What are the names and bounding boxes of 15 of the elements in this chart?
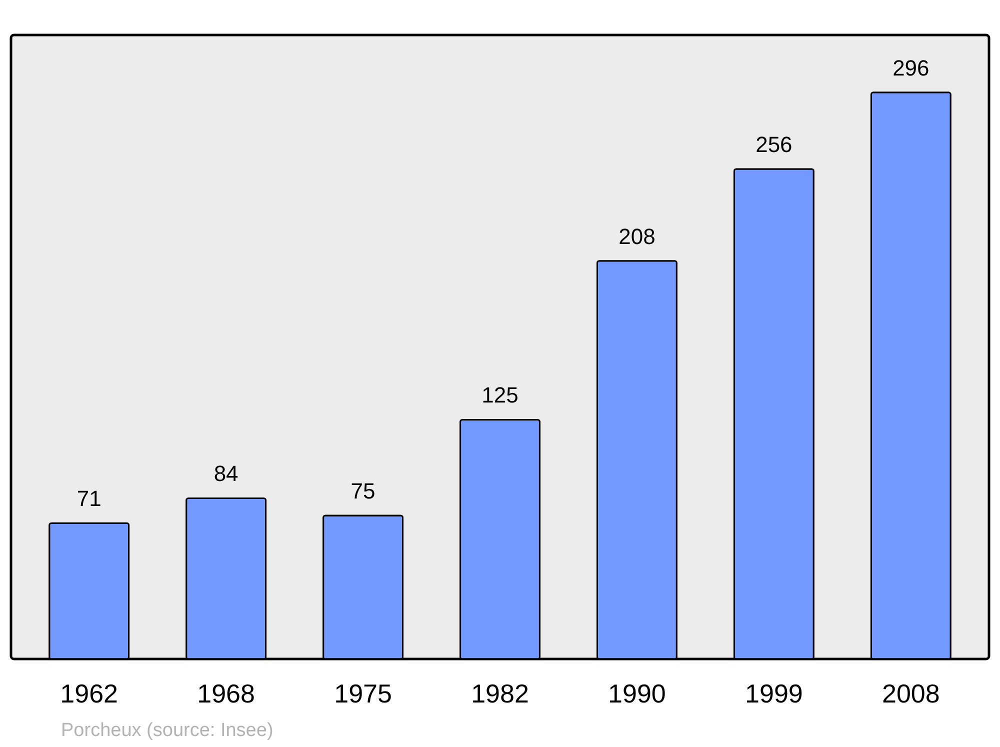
x-tick-label: 1982 [471, 678, 529, 708]
data-label: 256 [756, 132, 792, 157]
data-label: 75 [350, 478, 376, 504]
x-tick-label: 1975 [334, 678, 392, 708]
x-tick-label: 1990 [608, 678, 666, 708]
data-label: 208 [618, 224, 656, 249]
x-tick-label: 1968 [197, 678, 255, 708]
x-tick-label: 1962 [60, 678, 118, 708]
x-tick-label: 2008 [882, 678, 940, 708]
text: Porcheux (source: Insee) [61, 720, 274, 741]
data-label: 84 [214, 461, 238, 486]
data-label: 125 [482, 382, 518, 408]
x-tick-label: 1999 [745, 678, 803, 708]
data-label: 71 [76, 486, 102, 512]
data-label: 296 [892, 55, 930, 80]
